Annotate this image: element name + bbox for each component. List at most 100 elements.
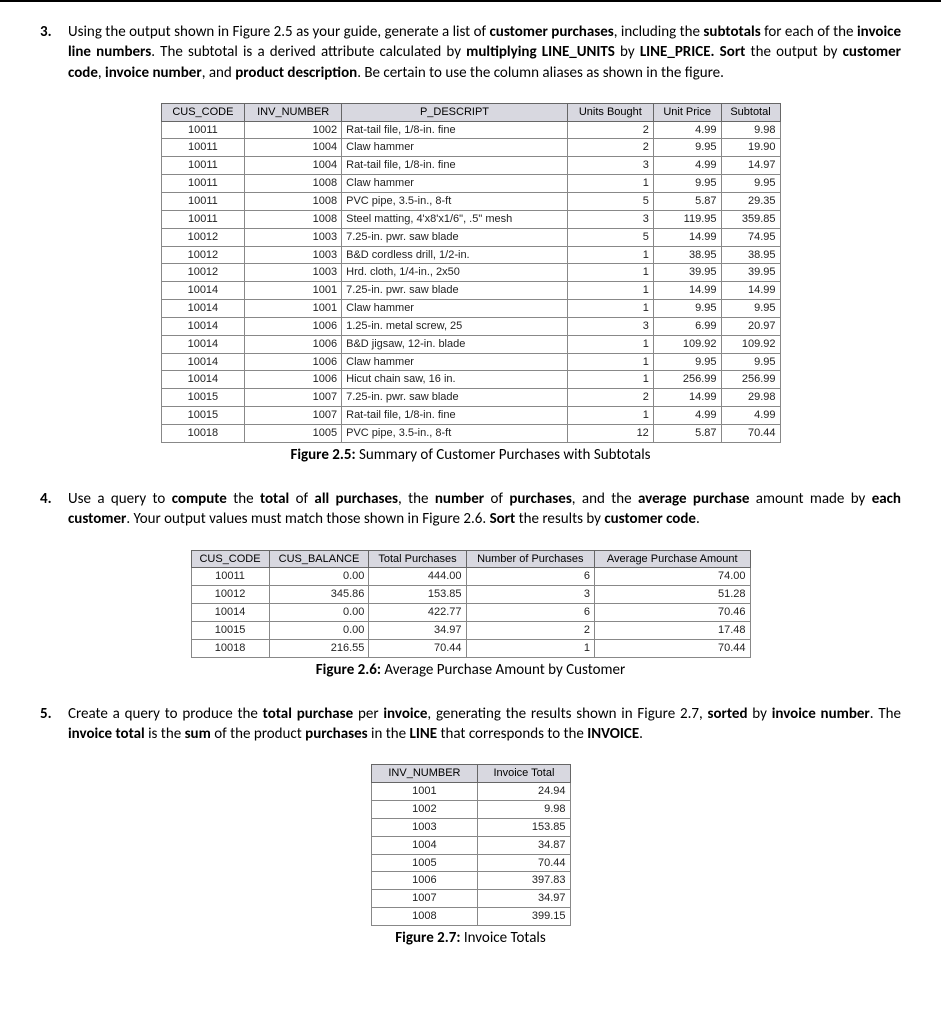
col-cus-code: CUS_CODE (191, 550, 269, 568)
cell: 1 (567, 407, 653, 425)
cell: 1001 (371, 783, 478, 801)
cell: 3 (466, 586, 594, 604)
table-row: 100734.97 (371, 890, 570, 908)
col-unit-price: Unit Price (653, 103, 721, 121)
cell: 14.99 (653, 228, 721, 246)
cell: 1002 (371, 801, 478, 819)
cell: 10015 (161, 407, 245, 425)
cell: 9.95 (653, 139, 721, 157)
cell: Hrd. cloth, 1/4-in., 2x50 (342, 264, 568, 282)
cell: 10011 (161, 157, 245, 175)
cell: 7.25-in. pwr. saw blade (342, 389, 568, 407)
cell: 4.99 (653, 157, 721, 175)
cell: 2 (466, 621, 594, 639)
col-num-purchases: Number of Purchases (466, 550, 594, 568)
question-5-text: Create a query to produce the total purc… (68, 704, 901, 745)
cell: 10011 (161, 139, 245, 157)
cell: 109.92 (721, 335, 780, 353)
table-row: 1001410061.25-in. metal screw, 2536.9920… (161, 317, 780, 335)
table-row: 100181005PVC pipe, 3.5-in., 8-ft125.8770… (161, 424, 780, 442)
cell: 9.95 (653, 353, 721, 371)
cell: 1004 (245, 157, 342, 175)
cell: 1008 (245, 210, 342, 228)
cell: 2 (567, 121, 653, 139)
cell: Hicut chain saw, 16 in. (342, 371, 568, 389)
cell: 6 (466, 568, 594, 586)
question-3-text: Using the output shown in Figure 2.5 as … (68, 22, 901, 83)
table-row: 100121003B&D cordless drill, 1/2-in.1 38.… (161, 246, 780, 264)
cell: 1006 (245, 335, 342, 353)
cell: Rat-tail file, 1/8-in. fine (342, 121, 568, 139)
cell: 10014 (191, 604, 269, 622)
cell: 0.00 (269, 604, 369, 622)
cell: 14.99 (653, 282, 721, 300)
cell: 10011 (161, 192, 245, 210)
cell: B&D jigsaw, 12-in. blade (342, 335, 568, 353)
table-row: 100141001Claw hammer19.959.95 (161, 300, 780, 318)
cell: 1 (567, 264, 653, 282)
cell: 0.00 (269, 568, 369, 586)
cell: 1006 (245, 317, 342, 335)
cell: Steel matting, 4'x8'x1/6", .5" mesh (342, 210, 568, 228)
cell: 51.28 (594, 586, 750, 604)
figure-2-6-table: CUS_CODE CUS_BALANCE Total Purchases Num… (191, 550, 751, 658)
cell: 7.25-in. pwr. saw blade (342, 282, 568, 300)
cell: PVC pipe, 3.5-in., 8-ft (342, 192, 568, 210)
cell: 399.15 (478, 908, 570, 926)
cell: 29.98 (721, 389, 780, 407)
cell: 1007 (371, 890, 478, 908)
table-row: 1001410017.25-in. pwr. saw blade114.9914… (161, 282, 780, 300)
cell: 10014 (161, 335, 245, 353)
cell: 1 (567, 353, 653, 371)
cell: 9.95 (653, 175, 721, 193)
col-cus-code: CUS_CODE (161, 103, 245, 121)
figure-2-5-table: CUS_CODE INV_NUMBER P_DESCRIPT Units Bou… (161, 103, 781, 443)
cell: 345.86 (269, 586, 369, 604)
table-row: 100141006B&D jigsaw, 12-in. blade1109.92… (161, 335, 780, 353)
cell: 17.48 (594, 621, 750, 639)
cell: 359.85 (721, 210, 780, 228)
table-row: 100140.00422.77670.46 (191, 604, 750, 622)
cell: 10014 (161, 282, 245, 300)
table-header-row: CUS_CODE CUS_BALANCE Total Purchases Num… (191, 550, 750, 568)
table-row: 100111008PVC pipe, 3.5-in., 8-ft55.8729.… (161, 192, 780, 210)
col-inv-number: INV_NUMBER (371, 765, 478, 783)
cell: 20.97 (721, 317, 780, 335)
col-units-bought: Units Bought (567, 103, 653, 121)
cell: 34.97 (369, 621, 466, 639)
cell: Claw hammer (342, 139, 568, 157)
table-row: 100570.44 (371, 854, 570, 872)
cell: 1 (466, 639, 594, 657)
cell: 10014 (161, 353, 245, 371)
cell: 1.25-in. metal screw, 25 (342, 317, 568, 335)
cell: 38.95 (721, 246, 780, 264)
cell: 14.99 (653, 389, 721, 407)
cell: 1001 (245, 282, 342, 300)
cell: 1 (567, 246, 653, 264)
col-cus-balance: CUS_BALANCE (269, 550, 369, 568)
cell: 14.99 (721, 282, 780, 300)
cell: 119.95 (653, 210, 721, 228)
cell: 34.87 (478, 836, 570, 854)
cell: 10014 (161, 300, 245, 318)
table-row: 100111008Claw hammer19.959.95 (161, 175, 780, 193)
cell: 19.90 (721, 139, 780, 157)
cell: 9.95 (721, 175, 780, 193)
cell: 4.99 (721, 407, 780, 425)
cell: Claw hammer (342, 353, 568, 371)
cell: 1004 (245, 139, 342, 157)
cell: 5.87 (653, 192, 721, 210)
cell: 10012 (161, 246, 245, 264)
cell: 10015 (161, 389, 245, 407)
cell: 24.94 (478, 783, 570, 801)
cell: 10015 (191, 621, 269, 639)
figure-2-7-caption: Figure 2.7: Invoice Totals (40, 928, 901, 948)
cell: 1003 (245, 246, 342, 264)
cell: 109.92 (653, 335, 721, 353)
cell: 5 (567, 192, 653, 210)
cell: Claw hammer (342, 175, 568, 193)
figure-2-7: INV_NUMBER Invoice Total 100124.9410029.… (40, 764, 901, 948)
cell: 10018 (161, 424, 245, 442)
cell: B&D cordless drill, 1/2-in. (342, 246, 568, 264)
cell: 10012 (191, 586, 269, 604)
